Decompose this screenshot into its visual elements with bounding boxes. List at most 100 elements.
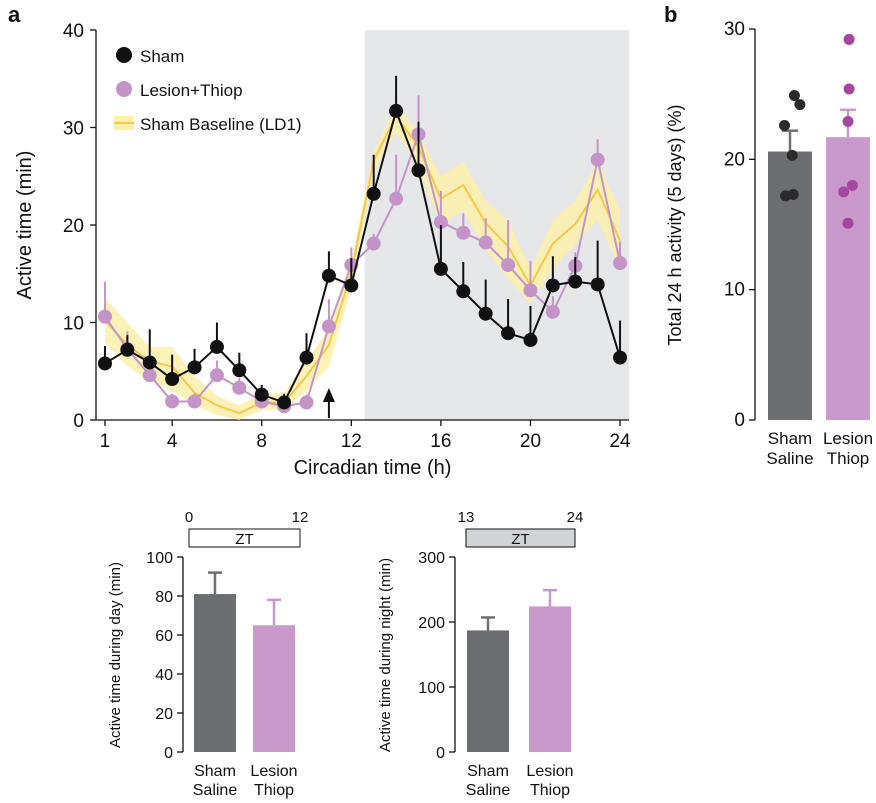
lesion-point [299, 395, 314, 410]
legend-lesion-label: Lesion+Thiop [140, 81, 243, 100]
category-label: Lesion [250, 763, 297, 780]
zt-end-label: 12 [292, 509, 309, 526]
y-tick-label: 0 [164, 745, 173, 762]
sham-point [456, 284, 471, 299]
category-label: Thiop [530, 782, 570, 799]
sham-point [187, 360, 202, 375]
zt-box-label: ZT [511, 531, 529, 548]
x-tick-label: 20 [520, 431, 541, 452]
lesion-point [187, 394, 202, 409]
y-tick-label: 0 [73, 411, 84, 432]
zt-box [188, 528, 301, 548]
x-axis-title: Circadian time (h) [294, 457, 452, 479]
y-tick-label: 60 [155, 628, 173, 645]
y-tick-label: 30 [63, 119, 84, 140]
sham-point [568, 274, 583, 289]
category-label: Sham [467, 763, 509, 780]
sham-point [501, 326, 516, 341]
category-label: Saline [193, 782, 238, 799]
zt-start-label: 13 [458, 509, 475, 526]
bar [826, 137, 870, 420]
y-axis-title: Active time during day (min) [107, 562, 124, 748]
y-tick-label: 100 [146, 550, 173, 567]
sham-point [232, 363, 247, 378]
x-tick-label: 12 [341, 431, 362, 452]
category-label: Lesion [823, 429, 873, 448]
lesion-point [456, 225, 471, 240]
arrow-head [322, 388, 335, 402]
category-label: Lesion [526, 763, 573, 780]
sham-point [277, 395, 292, 410]
data-point [842, 116, 854, 128]
bar [253, 625, 295, 752]
x-tick-label: 16 [430, 431, 451, 452]
zt-box [465, 528, 576, 548]
panel-label-a: a [8, 2, 21, 27]
sham-point [321, 268, 336, 283]
data-point [843, 83, 855, 95]
category-label: Thiop [827, 449, 870, 468]
y-tick-label: 40 [63, 21, 84, 42]
x-tick-label: 8 [256, 431, 267, 452]
lesion-point [97, 309, 112, 324]
sham-point [209, 339, 224, 354]
lesion-point [590, 152, 605, 167]
bar [529, 606, 571, 752]
lesion-point [501, 257, 516, 272]
sham-point [366, 186, 381, 201]
lesion-point [523, 283, 538, 298]
sham-point [411, 163, 426, 178]
night-activity-bar-chart: 0 100 200 300 Sham Saline Lesion Thiop Active ti… [377, 509, 583, 799]
sham-point [299, 350, 314, 365]
day-activity-bar-chart: 0 20 40 60 80 100 Sham Saline Lesion Thiop Active … [107, 509, 308, 799]
y-tick-label: 40 [155, 667, 173, 684]
sham-point [545, 278, 560, 293]
y-tick-label: 30 [724, 19, 745, 40]
y-axis-title: Total 24 h activity (5 days) (%) [665, 104, 685, 345]
x-tick-label: 4 [167, 431, 178, 452]
sham-point [97, 356, 112, 371]
zt-start-label: 0 [185, 509, 193, 526]
lesion-point [433, 215, 448, 230]
sham-point [433, 261, 448, 276]
legend-sham-label: Sham [140, 47, 184, 66]
lesion-point [232, 380, 247, 395]
y-tick-label: 20 [724, 149, 745, 170]
x-tick-label: 24 [609, 431, 631, 452]
y-tick-label: 100 [418, 680, 445, 697]
sham-point [389, 103, 404, 118]
y-tick-label: 10 [724, 280, 745, 301]
y-tick-label: 200 [418, 615, 445, 632]
lesion-point [389, 191, 404, 206]
bar [194, 594, 236, 752]
x-tick-label: 1 [100, 431, 111, 452]
lesion-point [321, 319, 336, 334]
lesion-point [478, 235, 493, 250]
sham-point [613, 350, 628, 365]
category-label: Sham [768, 429, 812, 448]
lesion-point [613, 256, 628, 271]
y-axis-title: Active time during night (min) [377, 558, 394, 752]
data-point [842, 217, 854, 229]
legend-lesion-marker [116, 81, 132, 97]
y-axis-title: Active time (min) [14, 151, 36, 300]
category-label: Saline [766, 449, 813, 468]
y-tick-label: 10 [63, 314, 84, 335]
sham-point [590, 277, 605, 292]
sham-point [254, 387, 269, 402]
lesion-point [209, 368, 224, 383]
y-tick-label: 20 [155, 706, 173, 723]
category-label: Sham [194, 763, 236, 780]
data-point [843, 33, 855, 45]
legend-baseline-label: Sham Baseline (LD1) [140, 115, 302, 134]
data-point [794, 99, 806, 111]
category-label: Saline [466, 782, 511, 799]
category-label: Thiop [254, 782, 294, 799]
panel-label-b: b [664, 2, 677, 27]
zt-box-label: ZT [235, 531, 253, 548]
lesion-point [165, 394, 180, 409]
bar [467, 630, 509, 752]
sham-point [523, 333, 538, 348]
